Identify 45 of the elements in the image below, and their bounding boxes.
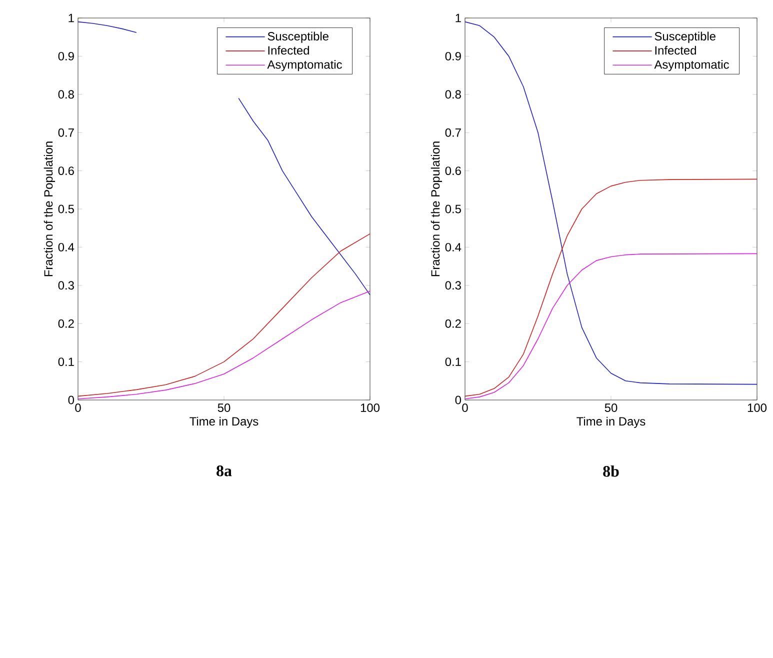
legend-label: Asymptomatic bbox=[654, 60, 729, 72]
x-tick-label: 50 bbox=[218, 404, 230, 412]
y-axis-title: Fraction of the Population bbox=[44, 142, 56, 276]
y-tick-label: 0 bbox=[68, 396, 74, 404]
line-series bbox=[78, 233, 370, 397]
legend-label: Infected bbox=[655, 46, 696, 55]
y-tick-label: 0.4 bbox=[58, 242, 74, 252]
y-tick-label: 0.9 bbox=[58, 52, 74, 60]
y-tick-label: 0.1 bbox=[58, 358, 74, 366]
y-tick-label: 1 bbox=[456, 14, 461, 22]
line-series bbox=[464, 178, 758, 397]
legend-label: Susceptible bbox=[654, 32, 716, 43]
y-tick-label: 0.3 bbox=[445, 281, 461, 290]
y-tick-label: 0.3 bbox=[58, 281, 74, 290]
y-tick-label: 0.4 bbox=[445, 242, 462, 252]
x-axis-title: Time in Days bbox=[190, 416, 258, 428]
y-tick-label: 0.5 bbox=[58, 204, 74, 214]
x-tick-label: 0 bbox=[75, 404, 81, 412]
y-tick-label: 0.7 bbox=[58, 128, 74, 137]
x-axis-title: Time in Days bbox=[576, 416, 646, 428]
text: 8b bbox=[603, 466, 619, 477]
line-series bbox=[464, 21, 758, 385]
legend-label: Susceptible bbox=[268, 32, 328, 43]
x-tick-label: 100 bbox=[748, 404, 767, 412]
y-tick-label: 0.7 bbox=[445, 128, 461, 137]
y-tick-label: 1 bbox=[68, 14, 74, 22]
y-tick-label: 0.8 bbox=[58, 90, 74, 99]
y-tick-label: 0.8 bbox=[445, 90, 461, 99]
line-series bbox=[464, 253, 758, 400]
text: 8a bbox=[216, 466, 232, 476]
y-tick-label: 0.2 bbox=[58, 319, 74, 328]
x-tick-label: 0 bbox=[462, 404, 468, 412]
x-tick-label: 100 bbox=[360, 404, 380, 412]
x-tick-label: 50 bbox=[604, 404, 618, 412]
y-axis-title: Fraction of the Population bbox=[430, 142, 442, 276]
legend-label: Infected bbox=[268, 46, 309, 55]
line-series bbox=[78, 290, 370, 400]
y-tick-label: 0.6 bbox=[58, 166, 74, 176]
y-tick-label: 0.1 bbox=[445, 358, 461, 366]
y-tick-label: 0.5 bbox=[445, 204, 461, 214]
y-tick-label: 0.2 bbox=[445, 319, 461, 328]
y-tick-label: 0.9 bbox=[445, 52, 461, 60]
y-tick-label: 0.6 bbox=[445, 166, 461, 176]
y-tick-label: 0 bbox=[455, 396, 462, 404]
legend-label: Asymptomatic bbox=[267, 60, 342, 72]
